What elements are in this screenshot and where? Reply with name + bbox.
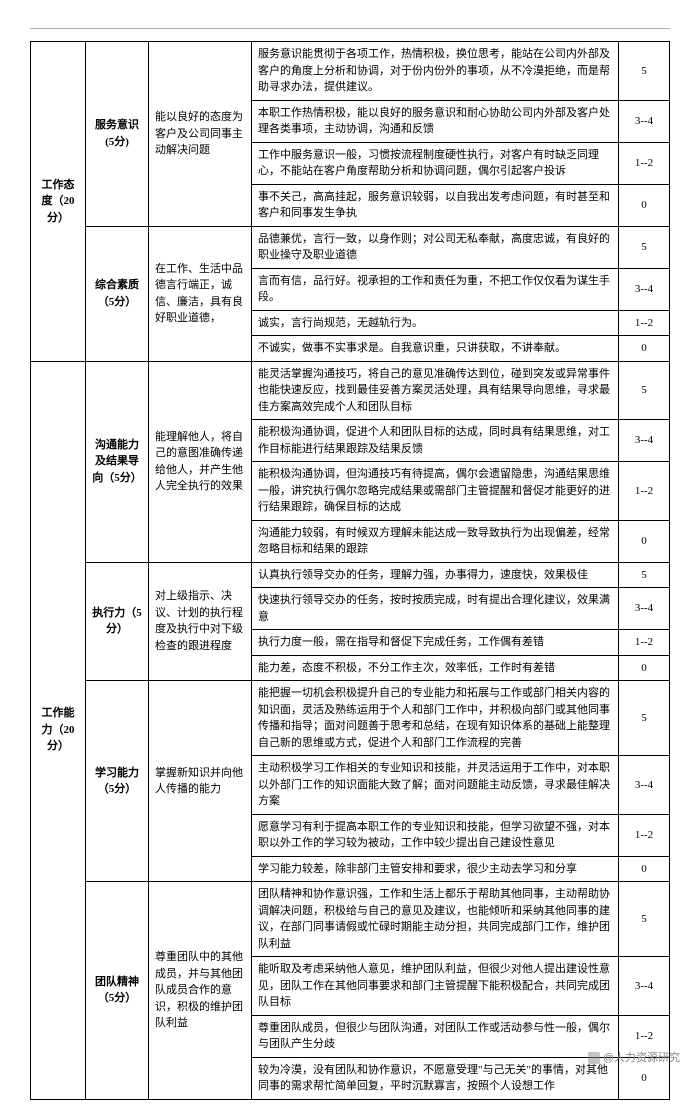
subcategory-cell: 综合素质（5分） (86, 226, 149, 361)
definition-cell: 在工作、生活中品德言行端正，诚信、廉洁，具有良好职业道德， (149, 226, 252, 361)
table-row: 执行力（5分）对上级指示、决议、计划的执行程度及执行中对下级检查的跟进程度认真执… (31, 562, 670, 588)
description-cell: 本职工作热情积极，能以良好的服务意识和耐心协助公司内外部及客户处理各类事项，主动… (252, 100, 619, 142)
table-row: 学习能力（5分）掌握新知识并向他人传播的能力能把握一切机会积极提升自己的专业能力… (31, 681, 670, 756)
description-cell: 主动积极学习工作相关的专业知识和技能，并灵活运用于工作中，对本职以外部门工作的知… (252, 756, 619, 815)
description-cell: 快速执行领导交办的任务，按时按质完成，时有提出合理化建议，效果满意 (252, 588, 619, 630)
description-cell: 愿意学习有利于提高本职工作的专业知识和技能，但学习欲望不强，对本职以外工作的学习… (252, 814, 619, 856)
table-row: 工作能力（20分）沟通能力及结果导向（5分）能理解他人，将自己的意图准确传递给他… (31, 361, 670, 420)
table-row: 工作态度（20分）服务意识(5分)能以良好的态度为客户及公司同事主动解决问题服务… (31, 42, 670, 101)
score-cell: 0 (619, 856, 670, 882)
description-cell: 能积极沟通协调，但沟通技巧有待提高，偶尔会遗留隐患，沟通结果思维一般，讲究执行偶… (252, 462, 619, 521)
score-cell: 1--2 (619, 462, 670, 521)
score-cell: 1--2 (619, 142, 670, 184)
score-cell: 0 (619, 655, 670, 681)
description-cell: 能听取及考虑采纳他人意见，维护团队利益，但很少对他人提出建设性意见，团队工作在其… (252, 957, 619, 1016)
subcategory-cell: 执行力（5分） (86, 562, 149, 681)
score-cell: 1--2 (619, 630, 670, 656)
description-cell: 服务意识能贯彻于各项工作，热情积极，换位思考，能站在公司内外部及客户的角度上分析… (252, 42, 619, 101)
score-cell: 1--2 (619, 814, 670, 856)
description-cell: 事不关己，高高挂起，服务意识较弱，以自我出发考虑问题，有时甚至和客户和同事发生争… (252, 184, 619, 226)
score-cell: 5 (619, 226, 670, 268)
score-cell: 1--2 (619, 310, 670, 336)
subcategory-cell: 学习能力（5分） (86, 681, 149, 882)
score-cell: 5 (619, 361, 670, 420)
description-cell: 执行力度一般，需在指导和督促下完成任务，工作偶有差错 (252, 630, 619, 656)
score-cell: 0 (619, 520, 670, 562)
score-cell: 0 (619, 184, 670, 226)
score-cell: 5 (619, 42, 670, 101)
description-cell: 团队精神和协作意识强，工作和生活上都乐于帮助其他同事，主动帮助协调解决问题，积极… (252, 882, 619, 957)
subcategory-cell: 团队精神（5分） (86, 882, 149, 1100)
score-cell: 3--4 (619, 756, 670, 815)
score-cell: 5 (619, 882, 670, 957)
description-cell: 能积极沟通协调，促进个人和团队目标的达成，同时具有结果思维，对工作目标能进行结果… (252, 420, 619, 462)
score-cell: 3--4 (619, 588, 670, 630)
definition-cell: 掌握新知识并向他人传播的能力 (149, 681, 252, 882)
definition-cell: 对上级指示、决议、计划的执行程度及执行中对下级检查的跟进程度 (149, 562, 252, 681)
score-cell: 3--4 (619, 420, 670, 462)
table-row: 团队精神（5分）尊重团队中的其他成员，并与其他团队成员合作的意识，积极的维护团队… (31, 882, 670, 957)
description-cell: 较为冷漠，没有团队和协作意识，不愿意受理"与己无关"的事情，对其他同事的需求帮忙… (252, 1057, 619, 1099)
category-cell: 工作态度（20分） (31, 42, 86, 362)
description-cell: 认真执行领导交办的任务，理解力强，办事得力，速度快，效果极佳 (252, 562, 619, 588)
definition-cell: 尊重团队中的其他成员，并与其他团队成员合作的意识，积极的维护团队利益 (149, 882, 252, 1100)
subcategory-cell: 沟通能力及结果导向（5分） (86, 361, 149, 562)
score-cell: 3--4 (619, 100, 670, 142)
description-cell: 能力差，态度不积极，不分工作主次，效率低，工作时有差错 (252, 655, 619, 681)
table-row: 综合素质（5分）在工作、生活中品德言行端正，诚信、廉洁，具有良好职业道德，品德兼… (31, 226, 670, 268)
score-cell: 3--4 (619, 957, 670, 1016)
subcategory-cell: 服务意识(5分) (86, 42, 149, 227)
watermark: @人力资源研究 (588, 1049, 680, 1065)
score-cell: 5 (619, 681, 670, 756)
description-cell: 尊重团队成员，但很少与团队沟通，对团队工作或活动参与性一般，偶尔与团队产生分歧 (252, 1015, 619, 1057)
description-cell: 品德兼优，言行一致，以身作则；对公司无私奉献，高度忠诚，有良好的职业操守及职业道… (252, 226, 619, 268)
definition-cell: 能以良好的态度为客户及公司同事主动解决问题 (149, 42, 252, 227)
description-cell: 能灵活掌握沟通技巧，将自己的意见准确传达到位，碰到突发或异常事件也能快速反应，找… (252, 361, 619, 420)
category-cell: 工作能力（20分） (31, 361, 86, 1099)
description-cell: 言而有信，品行好。视承担的工作和责任为重，不把工作仅仅看为谋生手段。 (252, 268, 619, 310)
description-cell: 不诚实，做事不实事求是。自我意识重，只讲获取，不讲奉献。 (252, 336, 619, 362)
score-cell: 5 (619, 562, 670, 588)
description-cell: 诚实，言行尚规范，无越轨行为。 (252, 310, 619, 336)
evaluation-table: 工作态度（20分）服务意识(5分)能以良好的态度为客户及公司同事主动解决问题服务… (30, 41, 670, 1100)
definition-cell: 能理解他人，将自己的意图准确传递给他人，并产生他人完全执行的效果 (149, 361, 252, 562)
score-cell: 3--4 (619, 268, 670, 310)
description-cell: 能把握一切机会积极提升自己的专业能力和拓展与工作或部门相关内容的知识面，灵活及熟… (252, 681, 619, 756)
score-cell: 0 (619, 336, 670, 362)
description-cell: 学习能力较差，除非部门主管安排和要求，很少主动去学习和分享 (252, 856, 619, 882)
weibo-icon (588, 1052, 600, 1064)
description-cell: 沟通能力较弱，有时候双方理解未能达成一致导致执行为出现偏差，经常忽略目标和结果的… (252, 520, 619, 562)
description-cell: 工作中服务意识一般，习惯按流程制度硬性执行，对客户有时缺乏同理心，不能站在客户角… (252, 142, 619, 184)
